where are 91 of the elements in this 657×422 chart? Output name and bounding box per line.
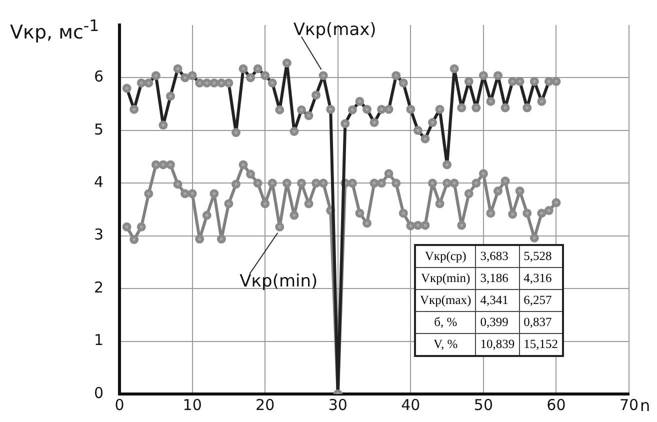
x-tick-label: 10 (182, 396, 202, 414)
point (275, 222, 284, 232)
point (290, 210, 299, 220)
point (268, 178, 277, 188)
annotation: 3,186 (476, 268, 520, 290)
point (173, 180, 182, 189)
point (442, 178, 452, 188)
y-tick-label: 4 (94, 173, 104, 192)
annotation: 0,837 (519, 312, 563, 334)
point (377, 178, 386, 188)
point (304, 199, 314, 208)
y-tick-label: 2 (94, 278, 104, 296)
y-tick-label: 6 (94, 68, 104, 86)
x-tick-label: 20 (256, 396, 275, 414)
point (537, 208, 546, 218)
point (486, 208, 496, 218)
point (464, 189, 474, 198)
y-tick-label: 3 (94, 226, 104, 244)
point (478, 169, 488, 178)
point (544, 206, 554, 216)
point (530, 233, 539, 242)
annotation: 4,341 (476, 290, 520, 312)
x-tick-label: 70 (619, 396, 639, 414)
point (362, 218, 372, 228)
annotation: V, % (415, 334, 476, 356)
point (435, 199, 444, 208)
point (552, 198, 561, 208)
x-axis-title: n (640, 396, 650, 415)
point (515, 186, 524, 196)
point (392, 178, 401, 188)
annotation: Vкр(min) (415, 268, 476, 290)
point (210, 189, 219, 198)
annotation: Vкр(max) (415, 290, 476, 312)
x-tick-label: 30 (328, 396, 348, 414)
point (260, 199, 270, 208)
annotation: 5,528 (519, 245, 563, 268)
point (144, 189, 154, 198)
point (348, 178, 357, 188)
annotation: б, % (415, 312, 476, 334)
point (522, 208, 532, 218)
annotation: 0,399 (476, 312, 520, 334)
series-label: Vкр(max) (293, 20, 376, 40)
point (188, 189, 197, 198)
point (282, 178, 292, 188)
y-tick-label: 1 (94, 331, 104, 350)
y-axis-title: Vкр, мс$^{-1}$ (10, 16, 100, 44)
annotation: 3,683 (476, 245, 520, 268)
point (413, 220, 422, 230)
point (318, 178, 328, 188)
point (122, 222, 132, 232)
point (246, 170, 256, 179)
point (420, 220, 430, 230)
point (472, 178, 481, 188)
point (224, 199, 234, 208)
point (493, 186, 502, 196)
point (296, 178, 306, 188)
point (406, 221, 416, 230)
point (136, 222, 146, 232)
point (231, 180, 240, 189)
point (355, 208, 364, 218)
x-tick-label: 0 (114, 396, 124, 414)
annotation: 6,257 (519, 290, 563, 312)
point (398, 208, 408, 218)
point (202, 210, 212, 220)
point (312, 178, 321, 188)
y-tick-label: 0 (94, 384, 104, 402)
point (384, 169, 394, 178)
point (166, 160, 175, 170)
point (130, 235, 139, 244)
point (158, 160, 168, 170)
point (457, 220, 466, 230)
point (450, 178, 459, 188)
x-tick-label: 60 (546, 396, 566, 414)
y-tick-label: 5 (94, 120, 104, 138)
point (508, 210, 518, 219)
point (151, 160, 160, 170)
annotation: 4,316 (519, 268, 563, 290)
point (195, 234, 204, 244)
series-label: Vкр(min) (240, 271, 318, 292)
point (238, 160, 248, 170)
x-tick-label: 40 (401, 396, 420, 414)
x-tick-label: 50 (474, 396, 493, 414)
point (500, 176, 510, 186)
point (370, 178, 379, 188)
annotation: 15,152 (519, 334, 563, 356)
point (216, 234, 226, 244)
point (180, 189, 190, 198)
point (253, 178, 262, 188)
annotation: 10,839 (476, 334, 520, 356)
point (428, 178, 437, 188)
annotation: Vкр(ср) (415, 245, 476, 268)
